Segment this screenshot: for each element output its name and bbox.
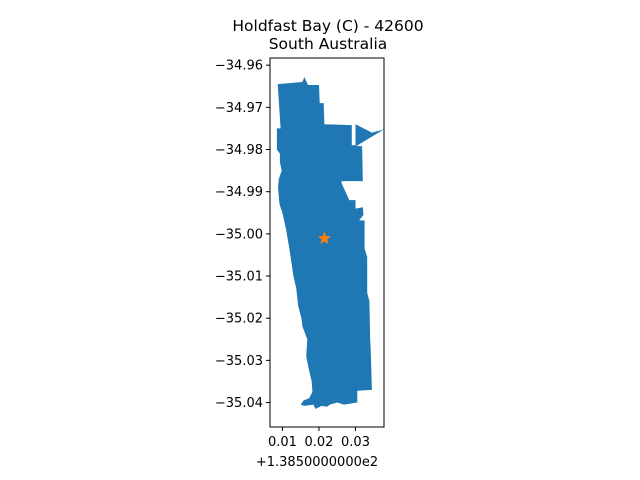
y-axis: −34.96 −34.97 −34.98 −34.99 −35.00 −35.01 −35.… <box>215 59 270 411</box>
x-axis: 0.01 0.02 0.03 <box>268 427 370 450</box>
y-tick-label: −34.96 <box>215 59 263 74</box>
y-tick-label: −35.01 <box>215 270 263 285</box>
x-tick-label: 0.03 <box>341 435 370 450</box>
region-polygon <box>276 77 384 409</box>
y-tick-label: −35.00 <box>215 227 263 242</box>
y-tick-label: −34.99 <box>215 185 263 200</box>
x-tick-label: 0.02 <box>304 435 333 450</box>
chart-title-line-1: Holdfast Bay (C) - 42600 <box>232 17 423 35</box>
x-axis-offset-label: +1.3850000000e2 <box>256 455 378 470</box>
y-tick-label: −35.04 <box>215 396 263 411</box>
y-tick-label: −35.02 <box>215 312 263 327</box>
chart-title-line-2: South Australia <box>269 35 388 53</box>
y-tick-label: −34.97 <box>215 101 263 116</box>
plot-area <box>276 77 384 409</box>
centroid-star-marker <box>317 231 332 245</box>
axes-frame <box>269 57 385 428</box>
y-tick-label: −35.03 <box>215 354 263 369</box>
x-tick-label: 0.01 <box>268 435 297 450</box>
y-tick-label: −34.98 <box>215 143 263 158</box>
